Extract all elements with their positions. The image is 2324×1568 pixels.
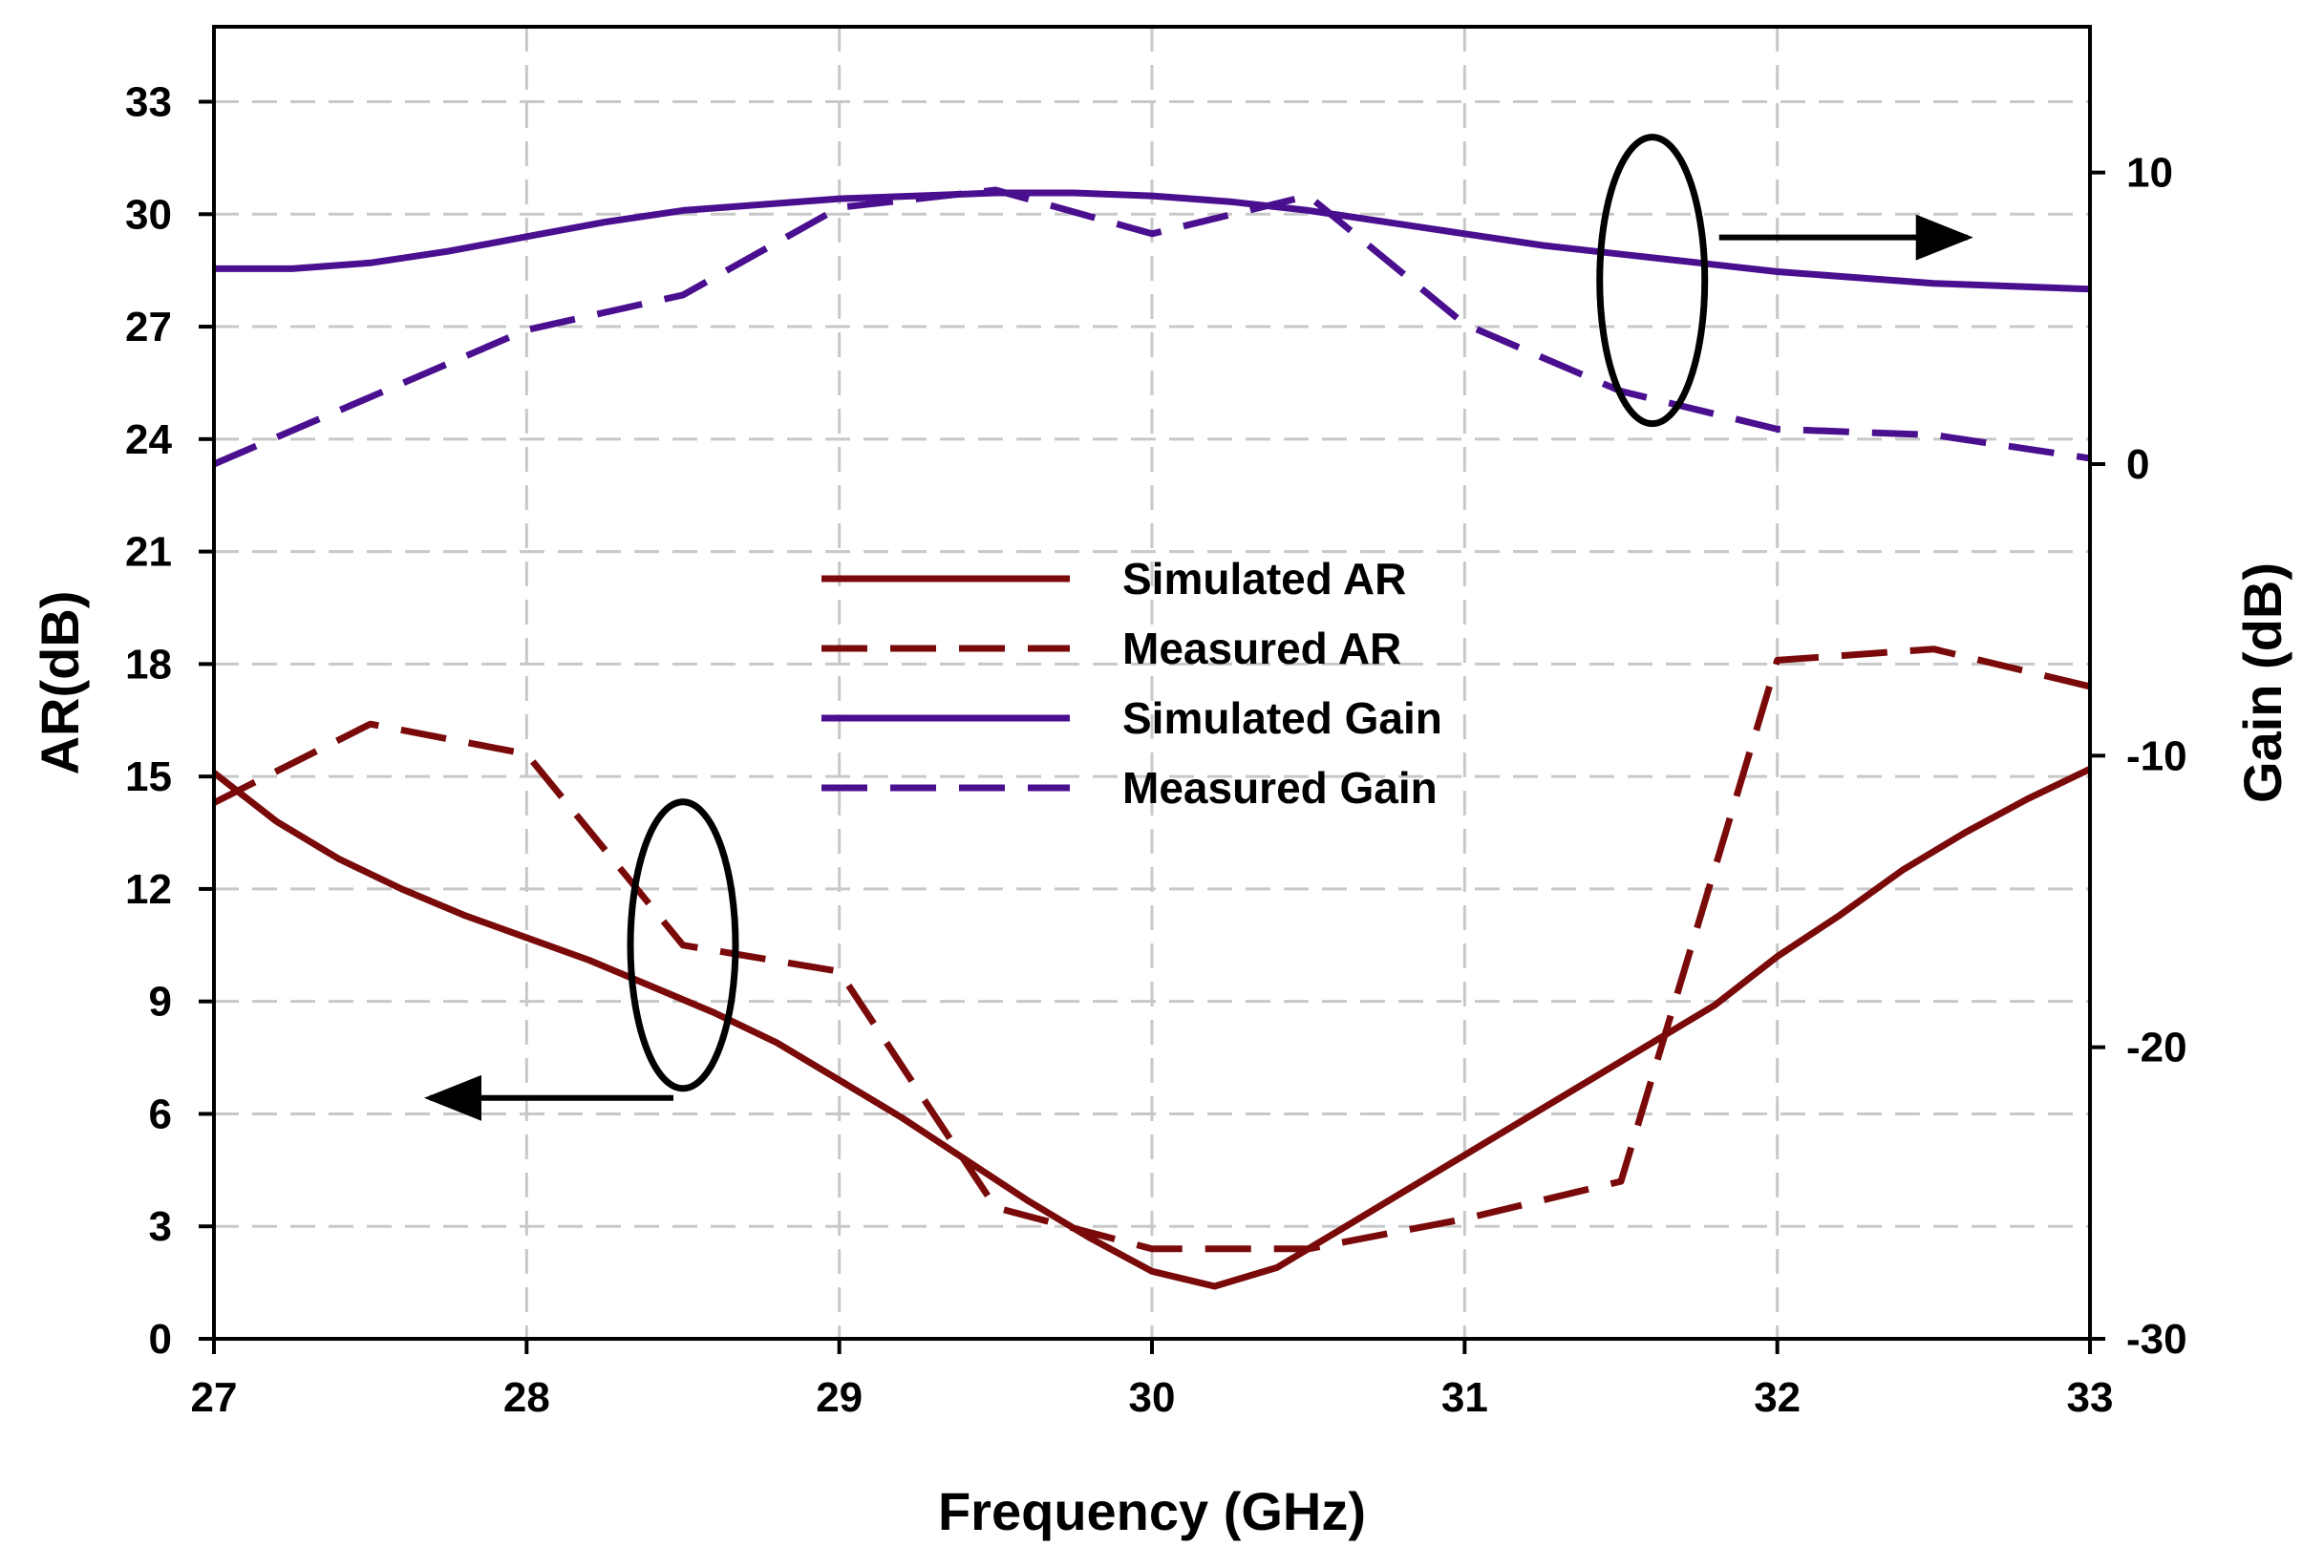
series-simulated-gain: [214, 189, 2091, 293]
y2-tick-label: 0: [2126, 441, 2149, 488]
x-tick-label: 29: [816, 1374, 863, 1421]
y-tick-label: 9: [149, 979, 172, 1026]
x-tick-label: 31: [1441, 1374, 1488, 1421]
y-tick-label: 0: [149, 1316, 172, 1363]
y-tick-label: 30: [125, 191, 172, 238]
y-tick-label: 33: [125, 79, 172, 126]
y-tick-label: 27: [125, 304, 172, 350]
series-measured-ar: [212, 646, 2091, 1253]
y-tick-label: 24: [125, 416, 172, 463]
y2-tick-label: 10: [2126, 150, 2173, 197]
x-tick-label: 30: [1129, 1374, 1176, 1421]
y2-tick-label: -20: [2126, 1025, 2187, 1071]
annotations: [424, 134, 1973, 1121]
x-tick-label: 27: [191, 1374, 238, 1421]
y2-tick-label: -30: [2126, 1316, 2187, 1363]
annotation-ellipse: [1596, 134, 1709, 428]
legend-label-simulated-gain: Simulated Gain: [1122, 693, 1442, 743]
grid: [212, 27, 2092, 1341]
series-simulated-ar: [211, 766, 2092, 1290]
legend-label-simulated-ar: Simulated AR: [1122, 554, 1406, 604]
series-layer: [211, 186, 2092, 1290]
x-axis-title: Frequency (GHz): [938, 1481, 1366, 1541]
y-tick-label: 3: [149, 1203, 172, 1250]
legend: Simulated AR Measured AR Simulated Gain …: [821, 554, 1442, 813]
y-tick-label: 12: [125, 866, 172, 913]
y-tick-label: 6: [149, 1091, 172, 1137]
legend-label-measured-ar: Measured AR: [1122, 624, 1401, 673]
y-tick-label: 15: [125, 753, 172, 800]
y-axis-title: AR(dB): [30, 591, 90, 775]
series-measured-gain: [212, 186, 2091, 468]
legend-label-measured-gain: Measured Gain: [1122, 763, 1438, 813]
y-tick-label: 18: [125, 641, 172, 688]
x-tick-label: 33: [2067, 1374, 2114, 1421]
y2-axis-title: Gain (dB): [2232, 562, 2292, 803]
annotation-ellipse: [627, 798, 739, 1092]
y2-tick-label: -10: [2126, 732, 2187, 779]
y-tick-label: 21: [125, 529, 172, 576]
ticks: 27 28 29 30 31 32 33 0 3 6 9 12 15 18 21 24 27 30 33 -30 -20…: [125, 79, 2187, 1421]
x-tick-label: 28: [503, 1374, 550, 1421]
x-tick-label: 32: [1754, 1374, 1801, 1421]
